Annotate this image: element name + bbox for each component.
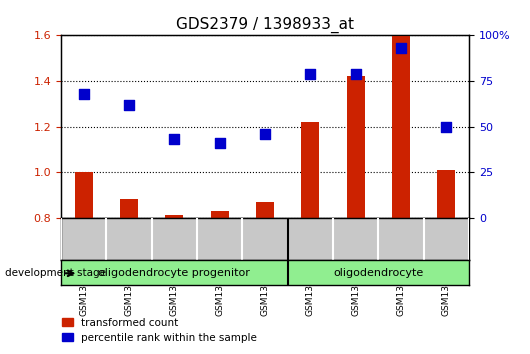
Bar [256, 202, 274, 218]
Bar [120, 199, 138, 218]
Legend: transformed count, percentile rank within the sample: transformed count, percentile rank withi… [58, 314, 261, 347]
Point [125, 102, 133, 108]
Text: oligodendrocyte: oligodendrocyte [333, 268, 423, 278]
Point [215, 140, 224, 146]
Point [397, 45, 405, 51]
Bar [392, 35, 410, 218]
Bar [437, 170, 455, 218]
Point [351, 71, 360, 76]
Bar [347, 76, 365, 218]
Point [306, 71, 315, 76]
Title: GDS2379 / 1398933_at: GDS2379 / 1398933_at [176, 16, 354, 33]
Text: development stage: development stage [5, 268, 107, 278]
Bar [165, 216, 183, 218]
Point [170, 137, 179, 142]
Bar [210, 211, 229, 218]
Bar [301, 122, 320, 218]
Text: oligodendrocyte progenitor: oligodendrocyte progenitor [99, 268, 250, 278]
Point [442, 124, 450, 129]
Point [261, 131, 269, 137]
Point [80, 91, 88, 97]
Bar [75, 172, 93, 218]
